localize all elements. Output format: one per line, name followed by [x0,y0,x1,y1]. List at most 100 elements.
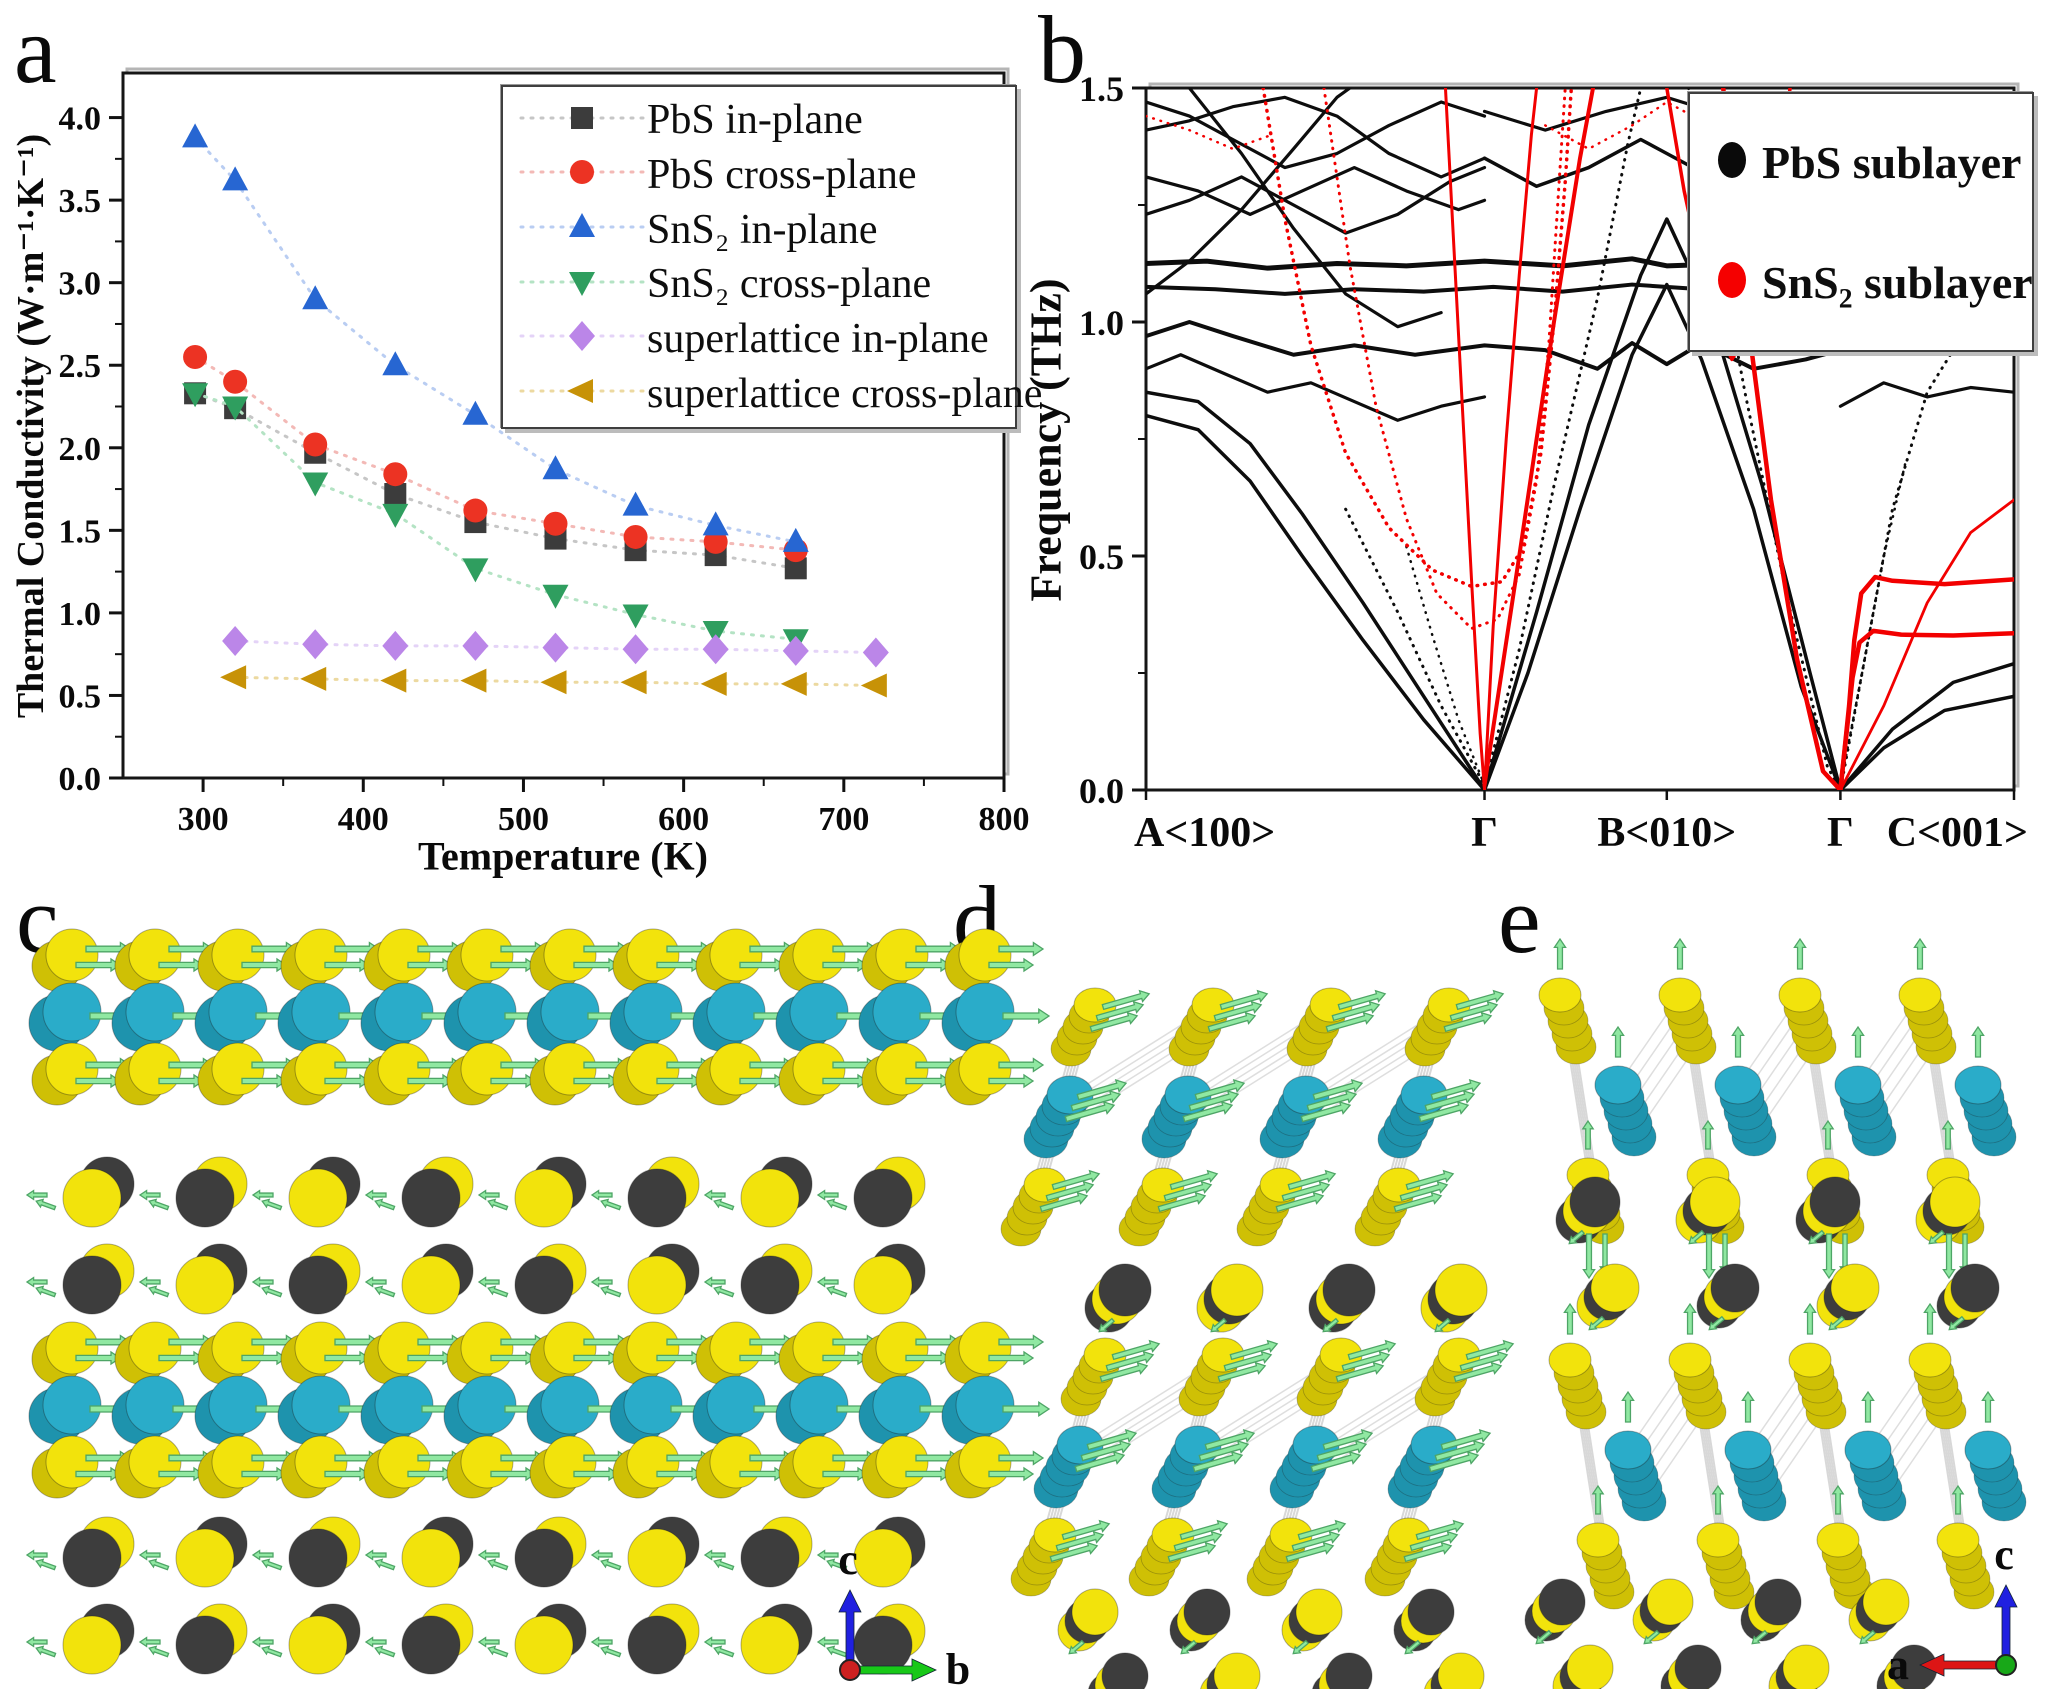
displacement-arrow-icon [1051,1169,1101,1191]
displacement-arrow-icon [1281,1180,1331,1202]
displacement-arrow-icon [1213,1000,1263,1022]
displacement-arrow-icon [1192,1450,1244,1473]
legend-label: superlattice in-plane [647,315,989,362]
displacement-arrow-icon [364,1549,387,1561]
displacement-arrow-icon [35,1285,57,1298]
displacement-arrow-icon [600,1285,622,1298]
displacement-arrow-icon [1683,1302,1697,1335]
displacement-arrow-icon [1553,937,1567,970]
displacement-arrow-icon [1568,1229,1586,1245]
panel-a-axes: 300 400 500 600 700 800 0.0 0.5 1.0 1.5 2.0 2.5 3.0 3… [59,101,1030,838]
displacement-arrow-icon [600,1645,622,1658]
displacement-arrow-icon [816,1636,839,1648]
displacement-arrow-icon [1591,1484,1605,1515]
displacement-arrow-icon [261,1558,283,1571]
displacement-arrow-icon [1316,1439,1368,1462]
displacement-arrow-icon [1297,1519,1347,1541]
legend-entry: PbS sublayer [1706,136,2032,189]
legend-entry: SnS₂ sublayer [1706,256,2033,309]
displacement-arrow-icon [1971,1025,1985,1058]
displacement-arrow-icon [1198,1439,1250,1462]
displacement-arrow-icon [826,1645,848,1658]
displacement-arrow-icon [1731,1025,1745,1058]
svg-text:400: 400 [338,801,389,838]
displacement-arrow-icon [1099,1361,1149,1383]
series-superlattice-in-plane [222,625,889,668]
displacement-arrow-icon [1322,1428,1374,1451]
displacement-arrow-icon [261,1645,283,1658]
axis-gizmo: ca [1887,1530,2018,1689]
pbs-layer-row [25,1516,926,1588]
svg-text:Γ: Γ [1471,810,1498,856]
displacement-arrow-icon [1157,1191,1207,1213]
displacement-arrow-icon [1064,1100,1116,1123]
svg-text:2.5: 2.5 [59,348,102,385]
displacement-arrow-icon [1325,1011,1375,1033]
displacement-arrow-icon [477,1189,500,1201]
displacement-arrow-icon [1409,1530,1459,1552]
displacement-arrow-icon [826,1285,848,1298]
displacement-arrow-icon [713,1285,735,1298]
svg-text:800: 800 [979,801,1030,838]
displacement-arrow-icon [988,1350,1035,1366]
displacement-arrow-icon [1424,1089,1476,1112]
legend-label: SnS₂ cross-plane [647,261,932,308]
legend-label: SnS₂ sublayer [1762,256,2033,308]
displacement-arrow-icon [1312,1078,1364,1101]
displacement-arrow-icon [1080,1439,1132,1462]
displacement-arrow-icon [1702,1233,1716,1280]
displacement-arrow-icon [1049,1541,1099,1563]
displacement-arrow-icon [1002,1400,1051,1418]
displacement-arrow-icon [1180,1639,1198,1655]
structure-d-superlattice [1000,987,1515,1689]
displacement-arrow-icon [816,1549,839,1561]
superlattice-cross-plane-marker-icon [517,374,647,413]
svg-text:A<100>: A<100> [1134,810,1275,856]
displacement-arrow-icon [1291,1530,1341,1552]
displacement-arrow-icon [1095,1000,1145,1022]
displacement-arrow-icon [703,1189,726,1201]
svg-text:C<001>: C<001> [1887,810,2028,856]
displacement-arrow-icon [590,1189,613,1201]
displacement-arrow-icon [1101,989,1151,1011]
displacement-arrow-icon [1287,1169,1337,1191]
displacement-arrow-icon [1002,1007,1051,1025]
legend-entry: superlattice in-plane [517,315,1015,363]
pbs-layer-row [25,1603,926,1675]
displacement-arrow-icon [600,1558,622,1571]
displacement-arrow-icon [1582,1233,1596,1280]
svg-text:c: c [838,1535,858,1584]
displacement-arrow-icon [364,1276,387,1288]
pbs-sublayer-dot-icon [1706,136,1762,189]
displacement-arrow-icon [1341,1350,1391,1372]
legend-label: PbS sublayer [1762,136,2022,188]
svg-text:3.0: 3.0 [59,266,102,303]
displacement-arrow-icon [1808,1229,1826,1245]
series-sns-cross-plane [182,383,809,654]
sns2-in-plane-marker-icon [517,210,647,249]
displacement-arrow-icon [1399,1180,1449,1202]
displacement-arrow-icon [1465,1339,1515,1361]
pbs-layer-row [25,1243,926,1315]
displacement-arrow-icon [261,1285,283,1298]
displacement-arrow-icon [1105,1350,1155,1372]
displacement-arrow-icon [1440,1428,1492,1451]
displacement-arrow-icon [988,957,1035,973]
displacement-arrow-icon [1588,1315,1606,1331]
displacement-arrow-icon [1948,1315,1966,1331]
svg-text:600: 600 [658,801,709,838]
displacement-arrow-icon [1711,1484,1725,1515]
displacement-arrow-icon [1405,1169,1455,1191]
pbs-layer-row [1576,1263,2000,1331]
displacement-arrow-icon [590,1636,613,1648]
axis-gizmo: cb [838,1535,970,1689]
panel-a-legend: PbS in-plane PbS cross-plane SnS₂ in-pla… [501,85,1042,429]
pbs-layer-row [1555,1176,1981,1280]
displacement-arrow-icon [590,1549,613,1561]
displacement-arrow-icon [1070,1089,1122,1112]
displacement-arrow-icon [1430,1078,1482,1101]
svg-text:1.0: 1.0 [1079,303,1124,343]
displacement-arrow-icon [1751,1629,1769,1645]
displacement-arrow-icon [1074,1450,1126,1473]
displacement-arrow-icon [998,1334,1045,1350]
